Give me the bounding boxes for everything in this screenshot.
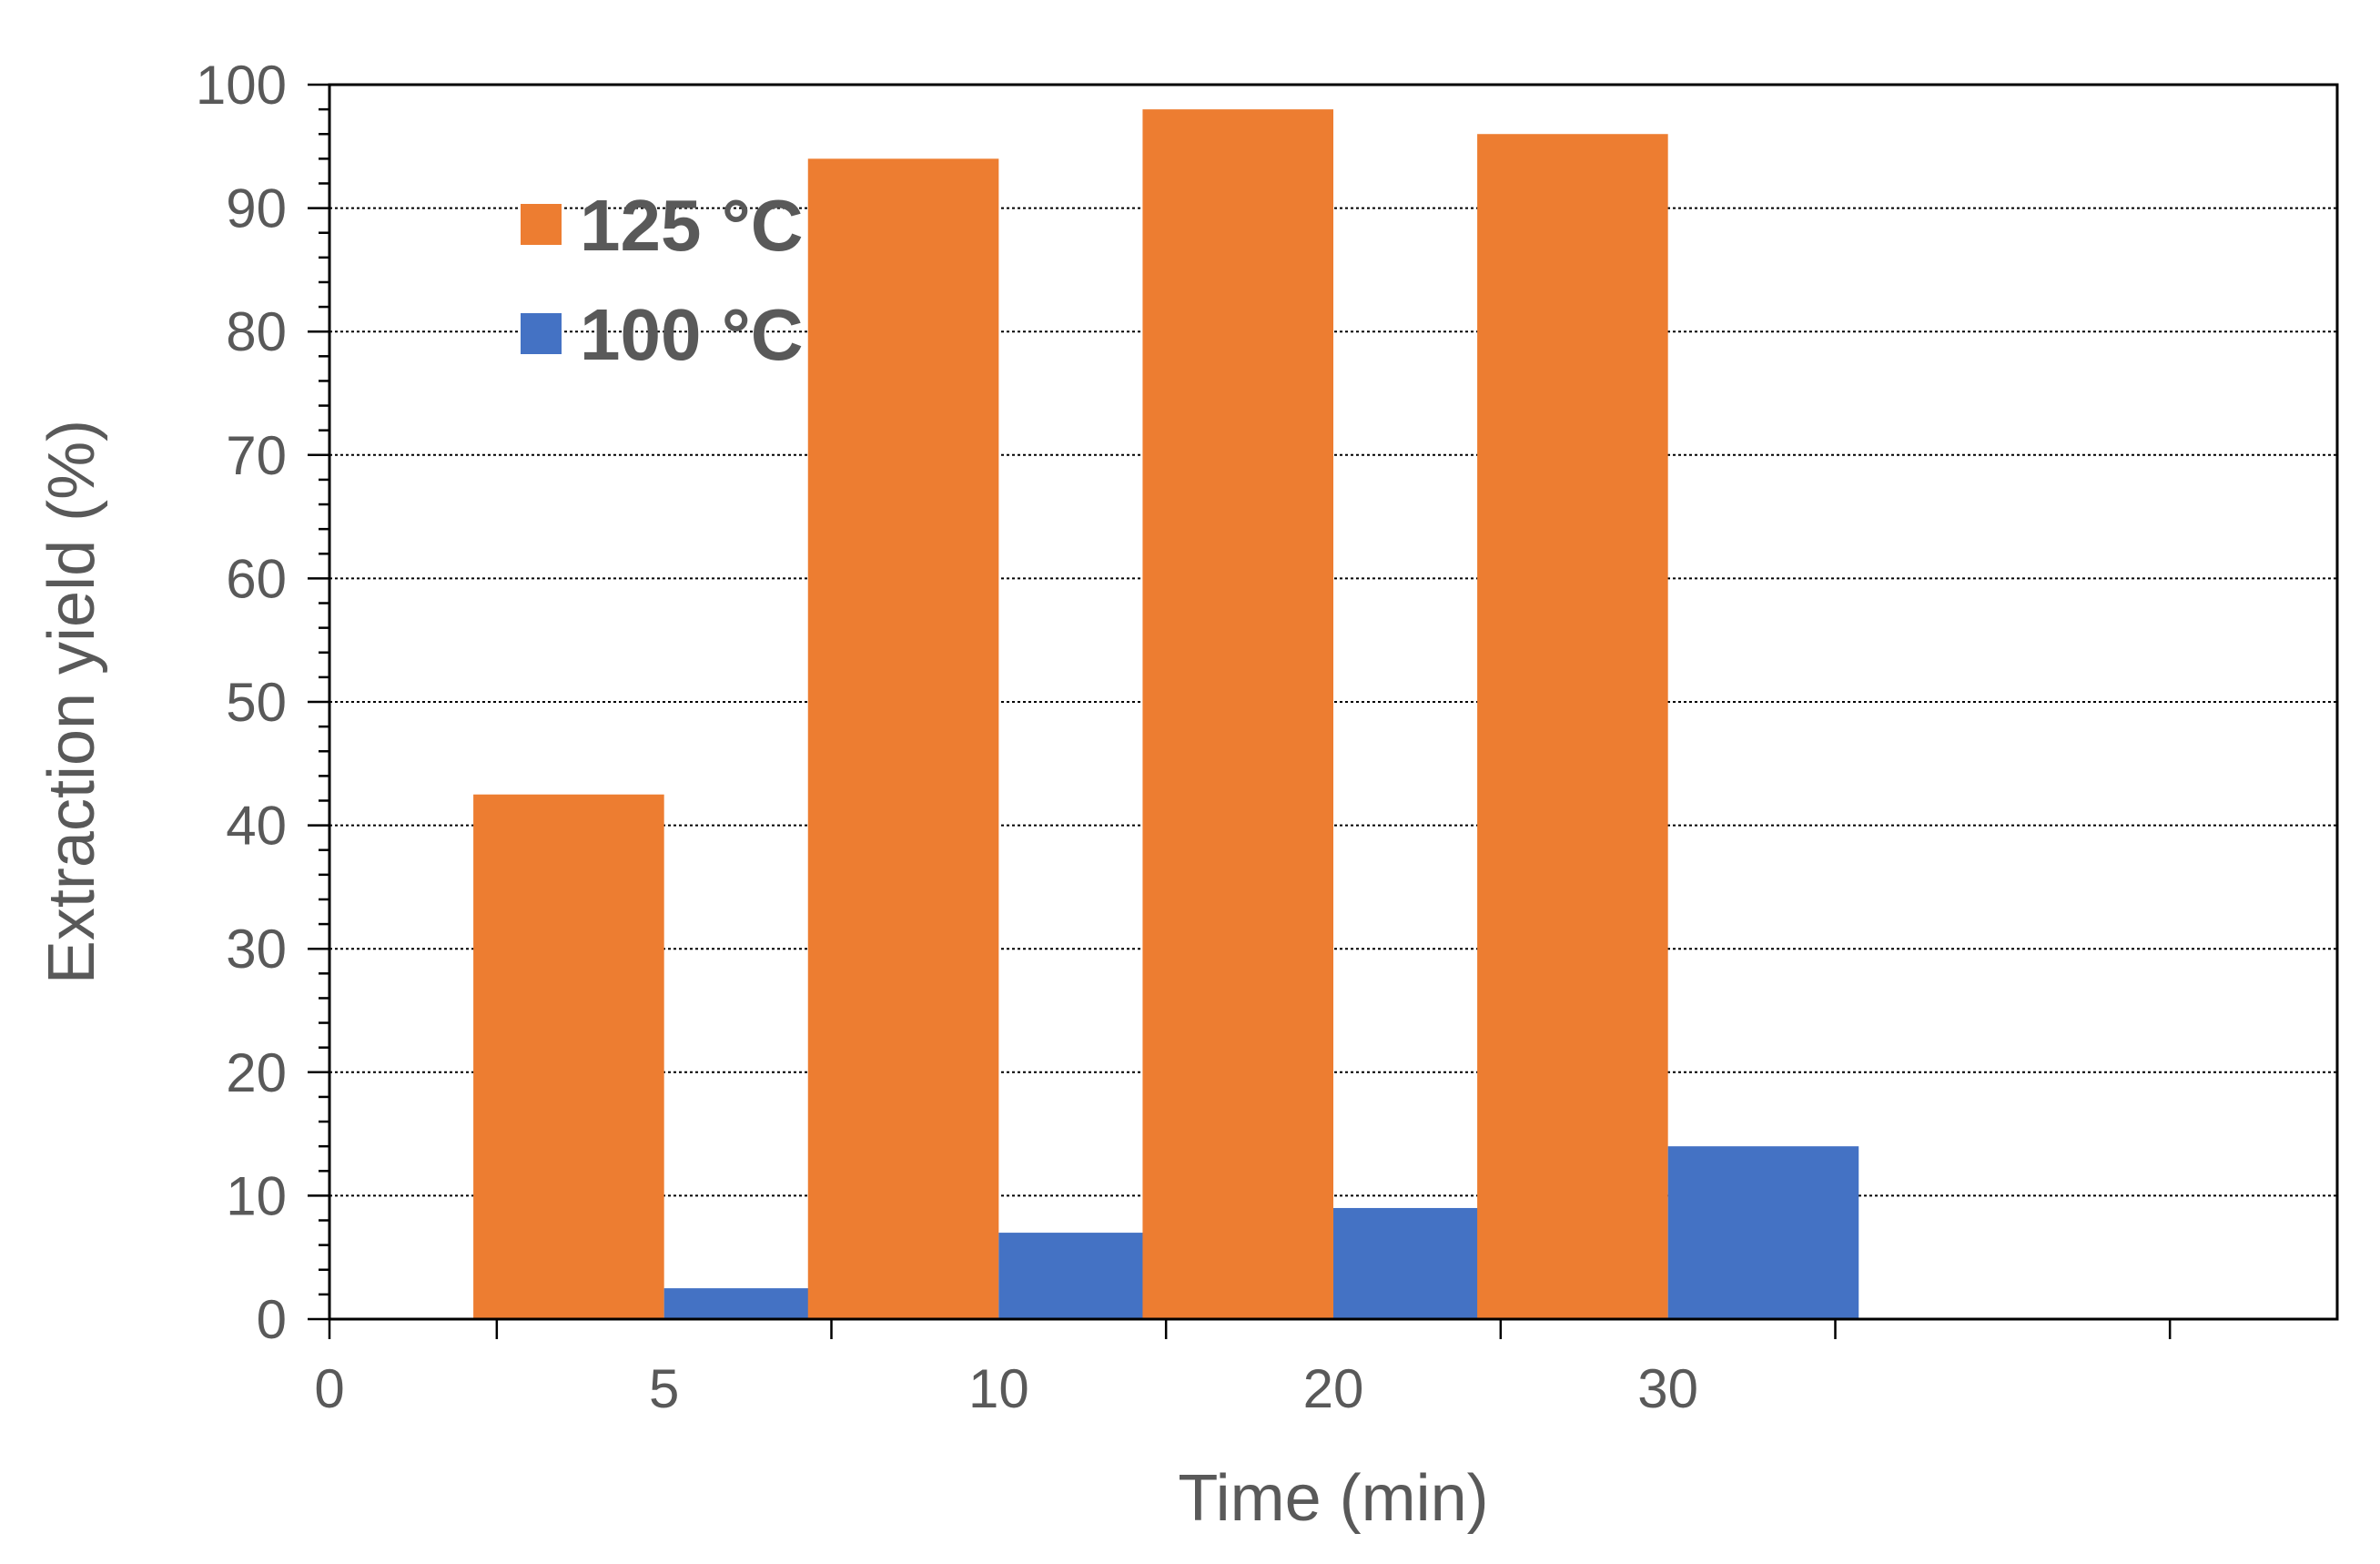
bar-series1 [807, 158, 999, 1320]
y-tick-label: 100 [196, 55, 287, 116]
bar-series2 [1667, 1146, 1859, 1319]
legend-label-1: 125 °C [580, 185, 803, 266]
bars [473, 109, 1859, 1320]
y-tick-label: 40 [226, 796, 287, 857]
legend-swatch-2 [521, 313, 562, 354]
tick-labels: 0 10 20 30 40 50 60 70 80 90 100 0 5 10 20 30 [196, 55, 1698, 1419]
y-tick-label: 90 [226, 178, 287, 239]
y-axis-title: Extraction yield (%) [35, 420, 108, 984]
legend-label-2: 100 °C [580, 294, 803, 375]
bar-series1 [1142, 109, 1333, 1320]
x-axis-title: Time (min) [1178, 1462, 1488, 1535]
x-tick-label: 10 [968, 1358, 1029, 1419]
bar-series1 [473, 794, 664, 1319]
legend: 125 °C 100 °C [521, 185, 803, 375]
x-tick-label: 30 [1637, 1358, 1698, 1419]
y-tick-label: 30 [226, 919, 287, 980]
axes [308, 83, 2339, 1339]
x-tick-label: 0 [314, 1358, 344, 1419]
x-tick-label: 5 [649, 1358, 679, 1419]
y-tick-label: 0 [257, 1289, 287, 1350]
y-tick-label: 50 [226, 672, 287, 733]
y-tick-label: 70 [226, 425, 287, 486]
y-tick-label: 80 [226, 301, 287, 362]
x-tick-label: 20 [1303, 1358, 1364, 1419]
bar-series1 [1477, 134, 1668, 1320]
y-tick-label: 10 [226, 1165, 287, 1226]
legend-swatch-1 [521, 204, 562, 245]
y-tick-label: 20 [226, 1042, 287, 1103]
y-tick-label: 60 [226, 548, 287, 609]
